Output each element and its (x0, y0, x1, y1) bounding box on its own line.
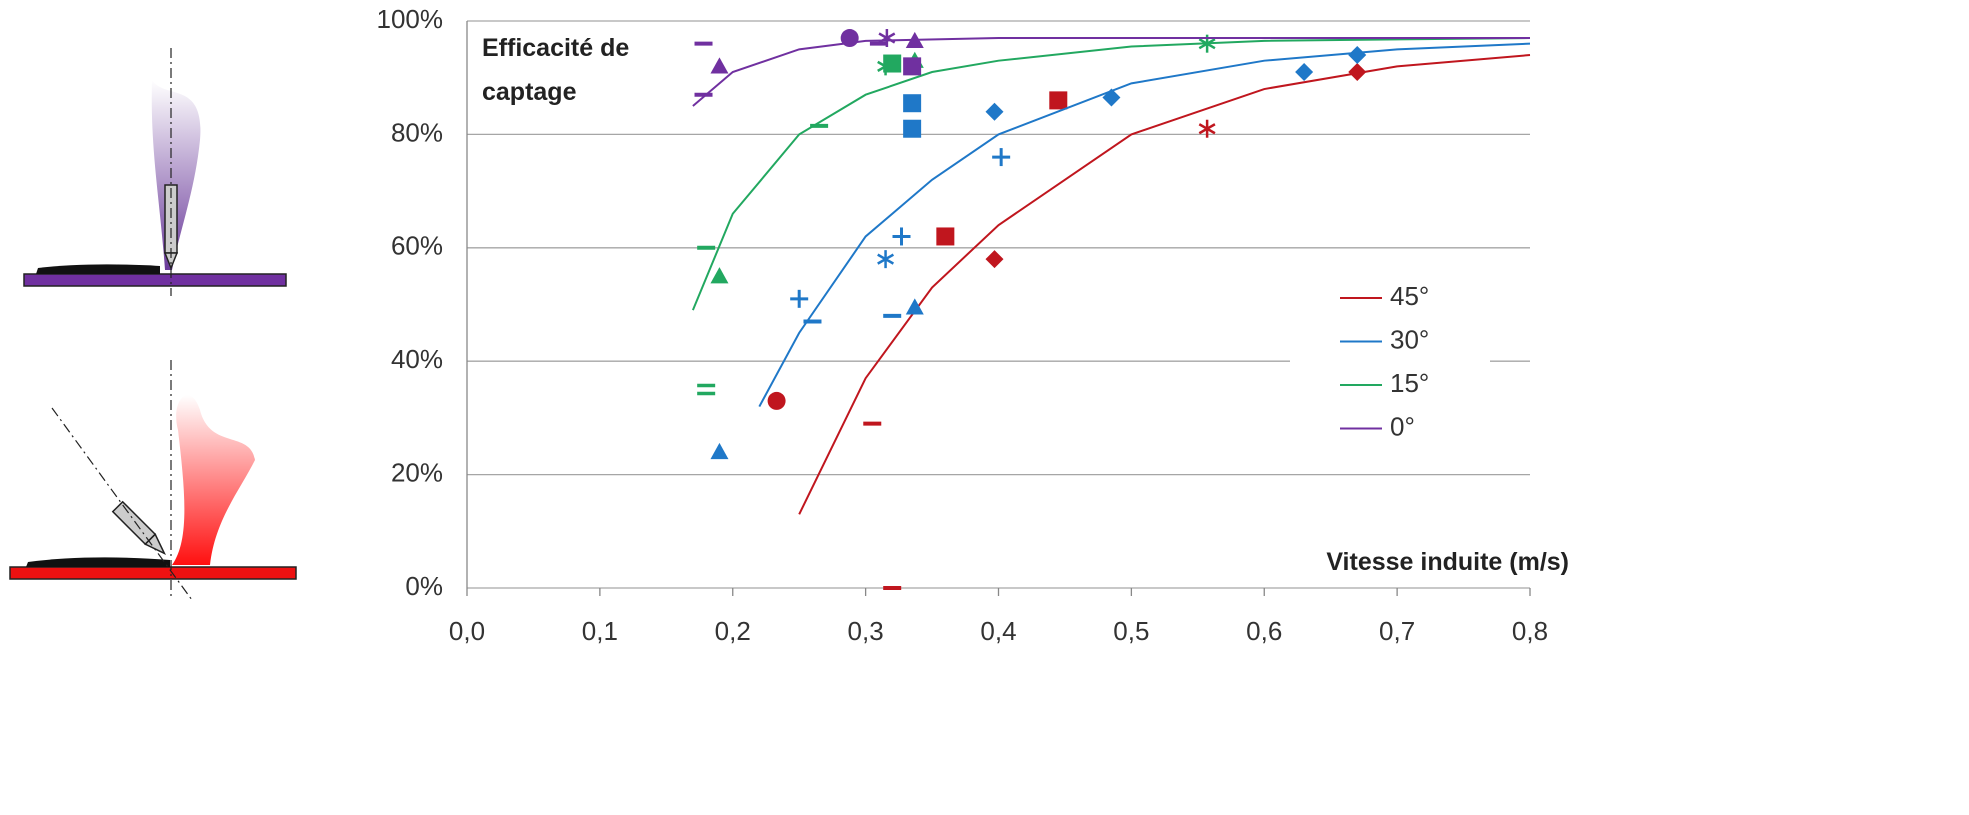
x-tick-label: 0,2 (715, 616, 751, 646)
marker-shape (841, 29, 859, 47)
legend-label: 30° (1390, 324, 1429, 354)
marker-shape (903, 120, 921, 138)
legend-label: 45° (1390, 281, 1429, 311)
x-tick-label: 0,3 (848, 616, 884, 646)
data-point (1348, 63, 1366, 81)
data-point (710, 443, 728, 459)
data-point (986, 250, 1004, 268)
marker-shape (883, 55, 901, 73)
data-point (841, 29, 859, 47)
data-point (1295, 63, 1313, 81)
x-tick-label: 0,5 (1113, 616, 1149, 646)
x-tick-label: 0,4 (980, 616, 1016, 646)
y-tick-label: 20% (391, 457, 443, 487)
marker-shape (768, 392, 786, 410)
marker-shape (1348, 46, 1366, 64)
marker-shape (710, 443, 728, 459)
x-tick-label: 0,1 (582, 616, 618, 646)
y-axis-label: Efficacité de captage (482, 26, 662, 114)
data-point (893, 227, 911, 245)
data-point (1049, 91, 1067, 109)
data-point (992, 148, 1010, 166)
legend-label: 15° (1390, 368, 1429, 398)
illustration-vertical (24, 48, 286, 296)
marker-shape (986, 103, 1004, 121)
x-tick-label: 0,0 (449, 616, 485, 646)
data-point (1102, 89, 1120, 107)
y-tick-label: 80% (391, 117, 443, 147)
data-point (986, 103, 1004, 121)
data-point (883, 55, 901, 73)
x-tick-label: 0,8 (1512, 616, 1548, 646)
y-tick-label: 40% (391, 344, 443, 374)
data-point (903, 57, 921, 75)
marker-shape (906, 298, 924, 314)
marker-shape (1348, 63, 1366, 81)
fit-curve (693, 38, 1530, 310)
marker-shape (903, 57, 921, 75)
data-point (768, 392, 786, 410)
data-point (878, 250, 894, 268)
data-point (710, 57, 728, 73)
data-point (697, 386, 715, 394)
data-point (790, 290, 808, 308)
figure: 0% 20% 40% 60% 80% 100% 0,0 0,1 0,2 0,3 0,4 0,5 0,6 0… (0, 0, 1969, 815)
data-point (903, 120, 921, 138)
data-point (1348, 46, 1366, 64)
y-tick-label: 100% (377, 4, 444, 34)
illustration-tilted (10, 360, 296, 600)
marker-shape (936, 227, 954, 245)
marker-shape (986, 250, 1004, 268)
data-point (936, 227, 954, 245)
data-point (710, 267, 728, 283)
legend-label: 0° (1390, 411, 1415, 441)
x-axis-label: Vitesse induite (m/s) (1326, 548, 1569, 577)
marker-shape (1102, 89, 1120, 107)
page: {"chart_data": {"type": "scatter-fit", "… (0, 0, 1969, 815)
marker-shape (903, 94, 921, 112)
data-point (903, 94, 921, 112)
marker-shape (710, 57, 728, 73)
y-tick-label: 0% (405, 571, 443, 601)
marker-shape (1049, 91, 1067, 109)
marker-shape (1295, 63, 1313, 81)
marker-shape (710, 267, 728, 283)
x-tick-label: 0,7 (1379, 616, 1415, 646)
x-tick-label: 0,6 (1246, 616, 1282, 646)
data-point (906, 298, 924, 314)
y-tick-label: 60% (391, 231, 443, 261)
